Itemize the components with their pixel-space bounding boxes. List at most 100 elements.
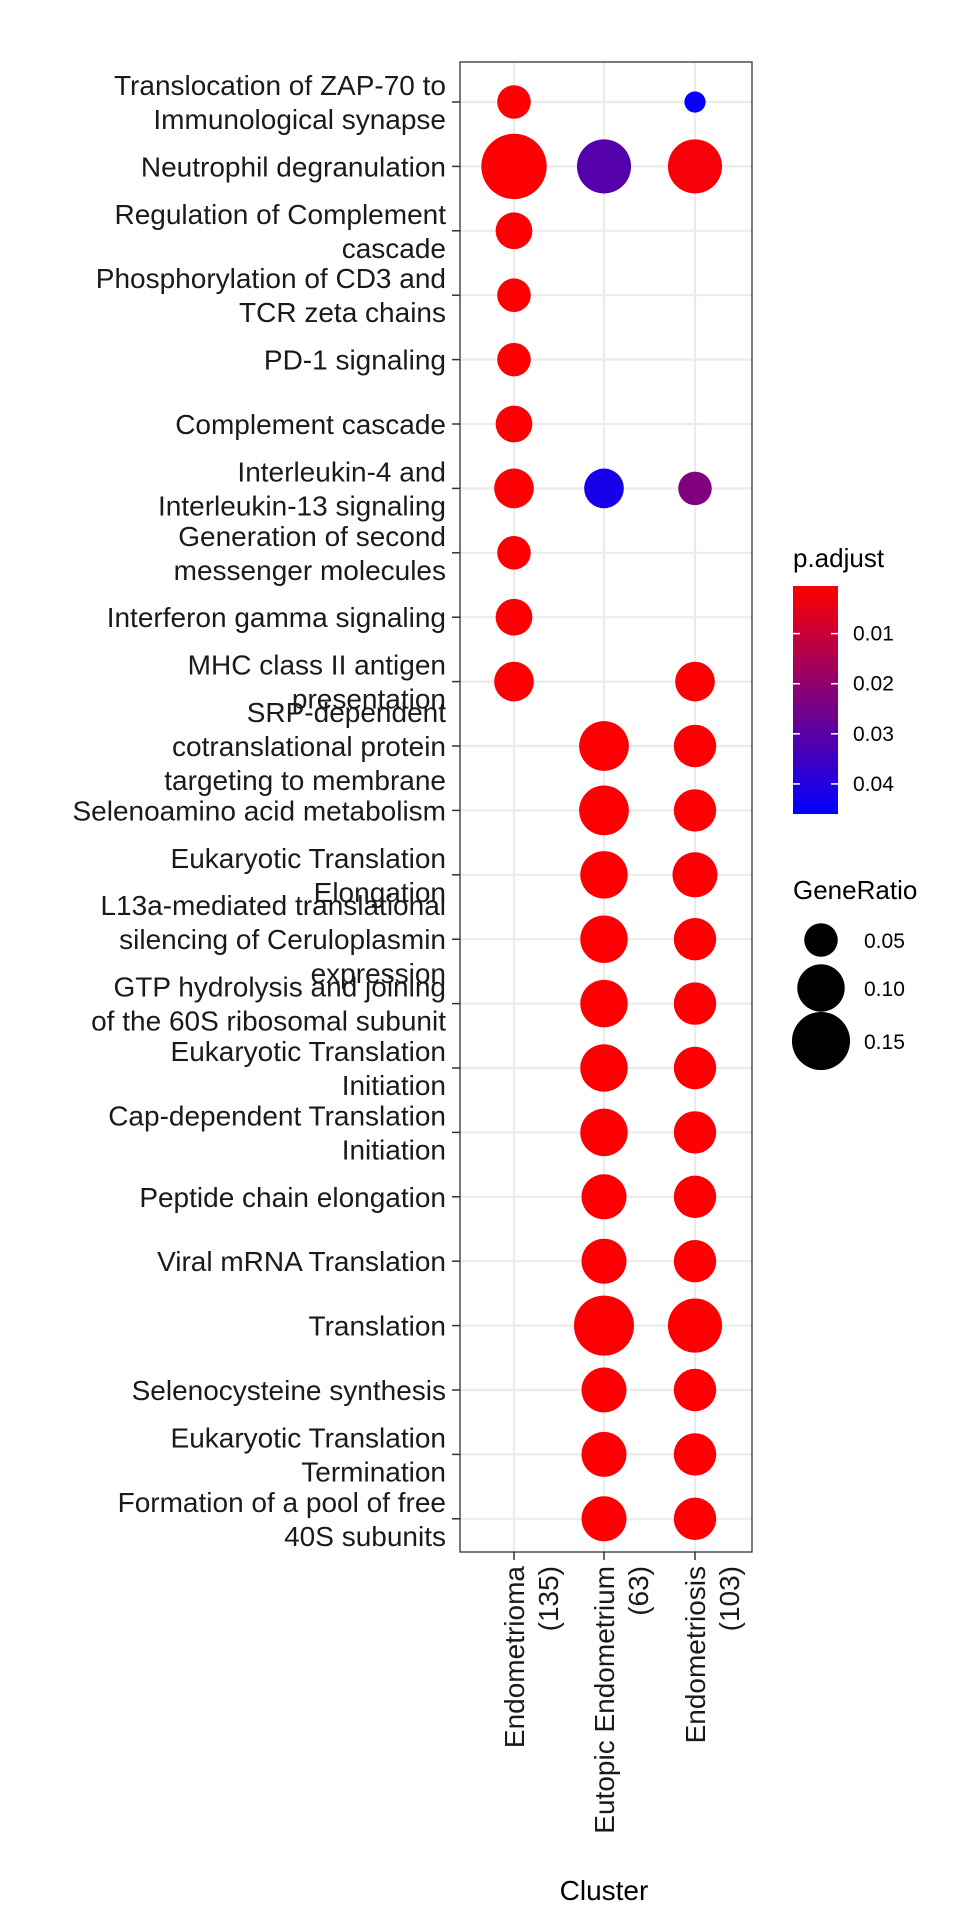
y-axis-label: Cap-dependent Translation: [108, 1100, 446, 1131]
y-axis-label: MHC class II antigen: [188, 650, 446, 681]
data-point: [673, 1111, 717, 1154]
data-point: [667, 139, 723, 194]
data-point: [581, 1174, 627, 1220]
data-point: [574, 1295, 634, 1356]
data-point: [497, 342, 531, 377]
y-axis-label: presentation: [292, 684, 446, 715]
data-point: [581, 1431, 627, 1477]
x-axis-label-count: (63): [623, 1566, 654, 1616]
color-legend-title: p.adjust: [793, 543, 885, 573]
x-axis-title: Cluster: [560, 1875, 649, 1906]
plot-panel: [459, 61, 753, 1553]
color-legend-label: 0.03: [853, 723, 894, 746]
size-legend-dot: [804, 923, 838, 957]
data-point: [673, 1433, 717, 1476]
data-point: [678, 471, 712, 506]
y-axis-label: Initiation: [342, 1070, 446, 1101]
data-point: [495, 598, 533, 636]
color-legend-label: 0.01: [853, 623, 894, 646]
data-point: [672, 852, 718, 898]
data-point: [497, 536, 531, 570]
color-legend-label: 0.04: [853, 773, 894, 796]
data-point: [497, 85, 531, 119]
data-point: [580, 1044, 628, 1092]
data-point: [579, 785, 629, 836]
y-axis-label: Viral mRNA Translation: [157, 1246, 446, 1277]
data-point: [584, 468, 624, 509]
data-point: [673, 789, 717, 832]
y-axis-label: Elongation: [314, 877, 446, 908]
y-axis-label: targeting to membrane: [164, 765, 446, 796]
y-axis-label: Immunological synapse: [153, 104, 446, 135]
y-axis-label: Termination: [301, 1456, 446, 1487]
y-axis-label: cotranslational protein: [172, 731, 446, 762]
y-axis-label: silencing of Ceruloplasmin: [119, 924, 446, 955]
y-axis-label: GTP hydrolysis and joining: [113, 972, 446, 1003]
data-point: [494, 468, 534, 509]
y-axis-label: Generation of second: [178, 521, 446, 552]
y-axis-label: Complement cascade: [175, 409, 446, 440]
size-legend-label: 0.15: [864, 1031, 905, 1054]
size-legend-label: 0.05: [864, 930, 905, 953]
x-axis-label: Eutopic Endometrium: [589, 1566, 620, 1834]
data-point: [576, 139, 632, 194]
data-point: [495, 405, 533, 443]
data-point: [581, 1367, 627, 1413]
data-point: [581, 1496, 627, 1542]
y-axis-label: Eukaryotic Translation: [171, 843, 446, 874]
y-axis-label: L13a-mediated translational: [100, 890, 446, 921]
y-axis-label: Peptide chain elongation: [139, 1182, 446, 1213]
x-axis-label-count: (103): [714, 1566, 745, 1631]
y-axis-label: Selenoamino acid metabolism: [72, 795, 446, 826]
color-legend-label: 0.02: [853, 673, 894, 696]
data-point: [494, 661, 534, 702]
x-axis-label-group: Eutopic Endometrium (63): [589, 1566, 654, 1834]
data-point: [580, 1108, 628, 1157]
y-axis-label: Formation of a pool of free: [118, 1487, 446, 1518]
data-point: [581, 1238, 627, 1284]
axis-ticks: [452, 101, 696, 1560]
y-axis-label: Interleukin-4 and: [237, 456, 446, 487]
data-point: [579, 721, 629, 771]
y-axis-label: of the 60S ribosomal subunit: [91, 1006, 446, 1037]
y-axis-label: PD-1 signaling: [264, 345, 446, 376]
data-point: [497, 278, 531, 312]
y-axis-label: messenger molecules: [174, 555, 446, 586]
data-point: [673, 982, 717, 1025]
x-axis-label-group: Endometrioma (135): [499, 1566, 564, 1749]
y-axis-label: SRP-dependent: [247, 697, 446, 728]
y-axis-label: 40S subunits: [284, 1521, 446, 1552]
y-axis-label: Interferon gamma signaling: [107, 602, 446, 633]
data-point: [481, 133, 547, 200]
data-point: [580, 851, 628, 899]
size-legend-label: 0.10: [864, 978, 905, 1001]
y-axis-label: Phosphorylation of CD3 and: [96, 263, 446, 294]
data-point: [684, 91, 706, 113]
data-point: [673, 724, 717, 768]
size-legend-title: GeneRatio: [793, 875, 917, 905]
data-point: [673, 1497, 717, 1541]
data-point: [495, 212, 533, 250]
y-axis-label: expression: [311, 958, 446, 989]
x-axis-label-count: (135): [533, 1566, 564, 1631]
legends: p.adjust 0.01 0.02 0.03 0.04 GeneRatio 0.05 0.1…: [791, 543, 917, 1071]
y-axis-label: Selenocysteine synthesis: [132, 1375, 446, 1406]
y-axis-label: Translocation of ZAP-70 to: [114, 70, 446, 101]
y-axis-label: Eukaryotic Translation: [171, 1422, 446, 1453]
y-axis-label: cascade: [342, 233, 446, 264]
y-axis-label: Eukaryotic Translation: [171, 1036, 446, 1067]
x-axis-labels: Endometrioma (135) Eutopic Endometrium (63)…: [499, 1566, 745, 1834]
x-axis-label: Endometriosis: [680, 1566, 711, 1743]
data-point: [675, 661, 715, 702]
y-axis-label: Regulation of Complement: [114, 199, 446, 230]
data-point: [673, 1368, 717, 1412]
data-point: [673, 1175, 717, 1219]
x-axis-label-group: Endometriosis (103): [680, 1566, 745, 1743]
data-points: [481, 85, 723, 1542]
size-legend-dot: [797, 964, 845, 1012]
size-legend-dot: [791, 1011, 851, 1071]
y-axis-label: Neutrophil degranulation: [141, 151, 446, 182]
data-point: [673, 917, 717, 961]
color-legend-bar: [793, 586, 838, 814]
